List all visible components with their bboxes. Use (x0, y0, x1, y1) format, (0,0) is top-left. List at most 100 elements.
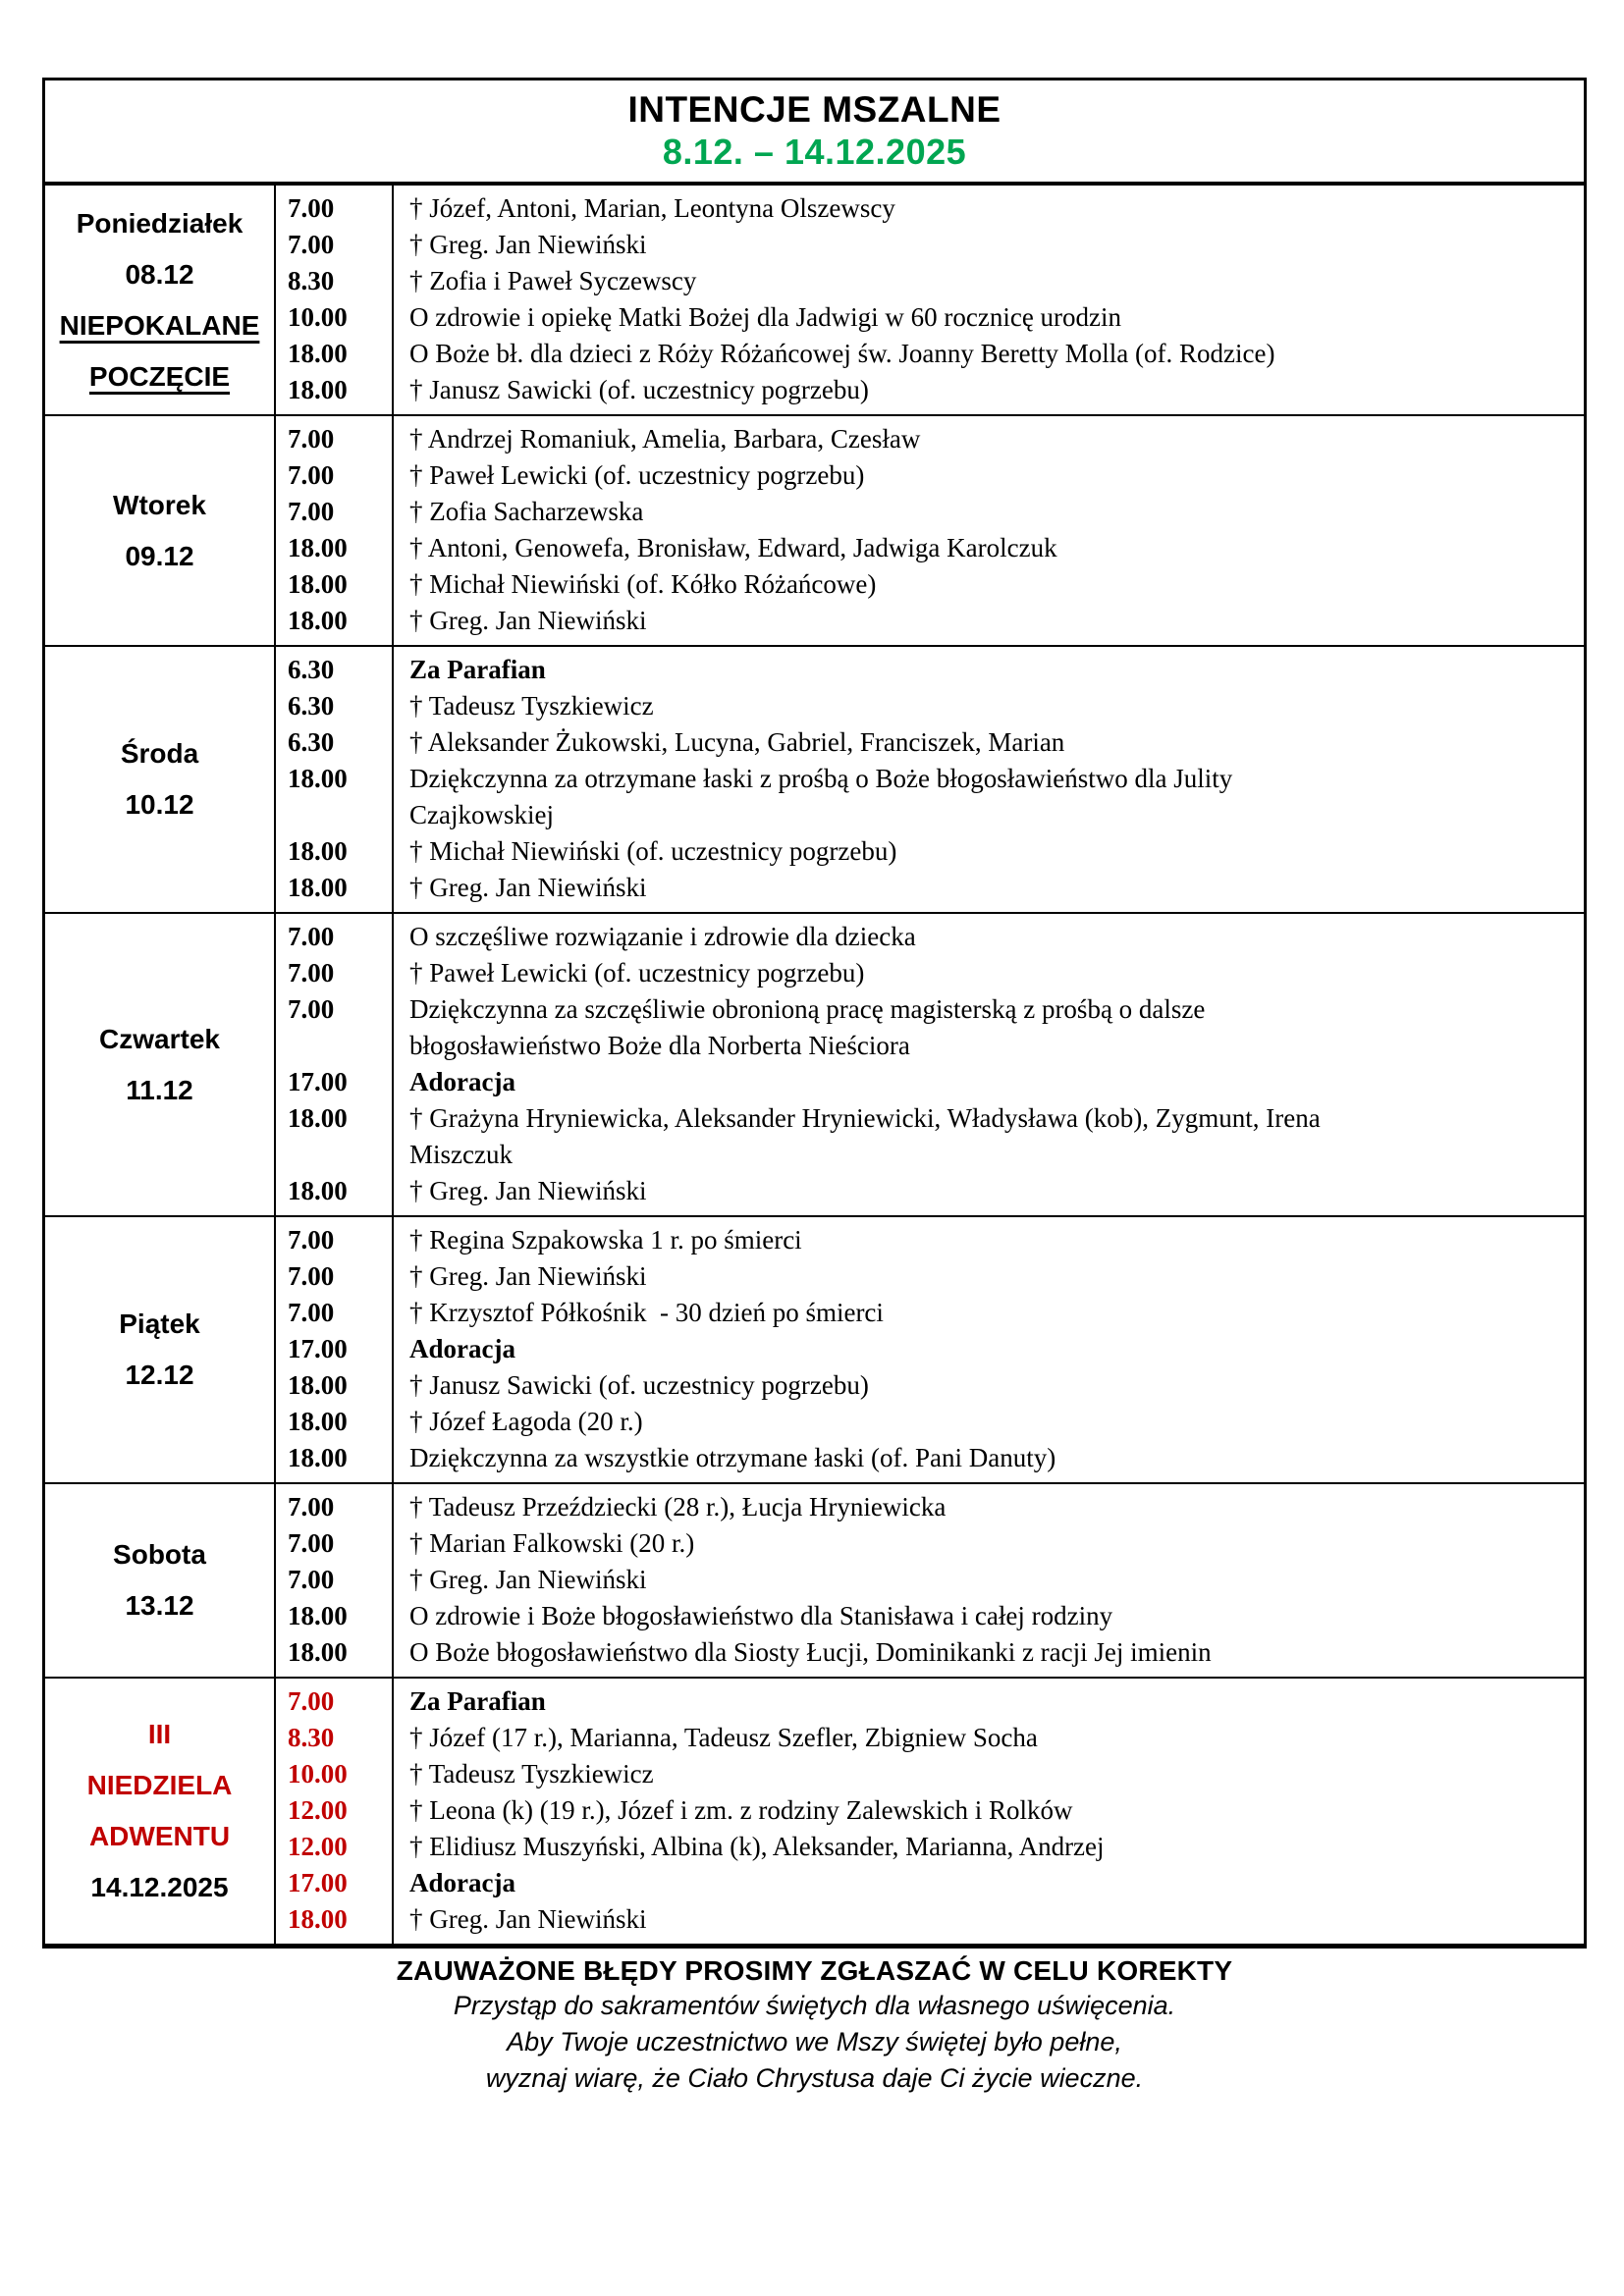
days-container: Poniedziałek 08.12 NIEPOKALANE POCZĘCIE 7.00… (45, 186, 1584, 1944)
mass-intention: † Andrzej Romaniuk, Amelia, Barbara, Cze… (409, 424, 921, 454)
mass-entry: 7.00 † Józef, Antoni, Marian, Leontyna Ol… (276, 190, 1584, 227)
mass-time: 10.00 (288, 302, 348, 332)
mass-time: 7.00 (288, 1492, 335, 1522)
mass-entry: 8.30 † Józef (17 r.), Marianna, Tadeusz S… (276, 1720, 1584, 1756)
mass-time: 7.00 (288, 460, 335, 490)
mass-intention: † Tadeusz Tyszkiewicz (409, 691, 654, 721)
mass-entry: 7.00 † Andrzej Romaniuk, Amelia, Barbara,… (276, 421, 1584, 457)
mass-intention: † Michał Niewiński (of. Kółko Różańcowe) (409, 569, 877, 599)
mass-intention: † Paweł Lewicki (of. uczestnicy pogrzebu… (409, 460, 865, 490)
day-label-line: Poniedziałek (76, 207, 244, 239)
mass-intention: † Elidiusz Muszyński, Albina (k), Aleksa… (409, 1832, 1105, 1861)
mass-entry: 7.00 † Greg. Jan Niewiński (276, 1258, 1584, 1295)
mass-entry: 18.00 † Antoni, Genowefa, Bronisław, Edwa… (276, 530, 1584, 566)
day-label-line: 12.12 (125, 1360, 194, 1390)
day-row: Środa 10.12 6.30 Za Parafian 6.30 † Tadeusz T… (45, 645, 1584, 912)
mass-entry: 8.30 † Zofia i Paweł Syczewscy (276, 263, 1584, 299)
mass-entry: 7.00 † Zofia Sacharzewska (276, 494, 1584, 530)
correction-notice: ZAUWAŻONE BŁĘDY PROSIMY ZGŁASZAĆ W CELU … (396, 1955, 1233, 1986)
mass-entry: 18.00 O Boże bł. dla dzieci z Róży Różańc… (276, 336, 1584, 372)
day-label: Poniedziałek 08.12 NIEPOKALANE POCZĘCIE (45, 186, 276, 414)
mass-entry: 6.30 † Tadeusz Tyszkiewicz (276, 688, 1584, 724)
mass-time: 18.00 (288, 1904, 348, 1934)
mass-intention: † Greg. Jan Niewiński (409, 1176, 647, 1205)
mass-intention: † Greg. Jan Niewiński (409, 230, 647, 259)
mass-entry: 18.00 O Boże błogosławieństwo dla Siosty … (276, 1634, 1584, 1671)
day-row: Piątek 12.12 7.00 † Regina Szpakowska 1 r. … (45, 1215, 1584, 1482)
day-label-line: NIEPOKALANE (59, 309, 260, 341)
mass-intention: † Aleksander Żukowski, Lucyna, Gabriel, … (409, 727, 1065, 757)
day-row: Poniedziałek 08.12 NIEPOKALANE POCZĘCIE 7.00… (45, 186, 1584, 414)
mass-intention: † Józef, Antoni, Marian, Leontyna Olszew… (409, 193, 895, 223)
day-label-line: 10.12 (125, 789, 194, 820)
mass-intention: † Greg. Jan Niewiński (409, 873, 647, 902)
mass-entry: 7.00 † Paweł Lewicki (of. uczestnicy pogr… (276, 955, 1584, 991)
mass-time: 18.00 (288, 1407, 348, 1436)
day-entries: 7.00 † Józef, Antoni, Marian, Leontyna Ol… (276, 186, 1584, 414)
day-label-line: 14.12.2025 (90, 1872, 229, 1902)
mass-intention: † Zofia i Paweł Syczewscy (409, 266, 697, 295)
day-row: Czwartek 11.12 7.00 O szczęśliwe rozwiązani… (45, 912, 1584, 1215)
mass-time: 7.00 (288, 1261, 335, 1291)
mass-time: 18.00 (288, 533, 348, 562)
day-label-line: Środa (120, 738, 199, 769)
mass-intention: † Krzysztof Półkośnik - 30 dzień po śmie… (409, 1298, 884, 1327)
mass-time: 7.00 (288, 230, 335, 259)
mass-entry: 7.00 Za Parafian (276, 1683, 1584, 1720)
day-label: Środa 10.12 (45, 647, 276, 912)
mass-intention: † Greg. Jan Niewiński (409, 1565, 647, 1594)
mass-entry: 18.00 † Greg. Jan Niewiński (276, 603, 1584, 639)
mass-entry: 18.00 † Greg. Jan Niewiński (276, 1173, 1584, 1209)
day-entries: 7.00 † Regina Szpakowska 1 r. po śmierci 7… (276, 1217, 1584, 1482)
day-label-line: 13.12 (125, 1590, 194, 1621)
day-label: III NIEDZIELA ADWENTU 14.12.2025 (45, 1679, 276, 1944)
mass-intention: † Greg. Jan Niewiński (409, 1904, 647, 1934)
day-entries: 7.00 O szczęśliwe rozwiązanie i zdrowie d… (276, 914, 1584, 1215)
date-range: 8.12. – 14.12.2025 (662, 132, 967, 172)
mass-intention: Dziękczynna za wszystkie otrzymane łaski… (409, 1443, 1056, 1472)
mass-entry: 7.00 O szczęśliwe rozwiązanie i zdrowie d… (276, 919, 1584, 955)
mass-entry: 18.00 † Michał Niewiński (of. uczestnicy … (276, 833, 1584, 870)
mass-intention: Adoracja (409, 1868, 515, 1897)
day-entries: 6.30 Za Parafian 6.30 † Tadeusz Tyszkiewicz… (276, 647, 1584, 912)
mass-entry: 10.00 O zdrowie i opiekę Matki Bożej dla … (276, 299, 1584, 336)
mass-entry: 6.30 † Aleksander Żukowski, Lucyna, Gabri… (276, 724, 1584, 761)
mass-entry: 17.00 Adoracja (276, 1331, 1584, 1367)
mass-entry: 18.00 Dziękczynna za wszystkie otrzymane … (276, 1440, 1584, 1476)
mass-time: 7.00 (288, 497, 335, 526)
mass-intention: † Janusz Sawicki (of. uczestnicy pogrzeb… (409, 375, 869, 404)
day-label: Czwartek 11.12 (45, 914, 276, 1215)
day-label-line: Czwartek (99, 1023, 220, 1054)
mass-entry: 18.00 † Greg. Jan Niewiński (276, 1901, 1584, 1938)
mass-time: 18.00 (288, 873, 348, 902)
mass-time: 18.00 (288, 339, 348, 368)
mass-entry: 18.00 † Janusz Sawicki (of. uczestnicy po… (276, 372, 1584, 408)
day-label: Sobota 13.12 (45, 1484, 276, 1677)
mass-entry: 7.00 † Greg. Jan Niewiński (276, 1562, 1584, 1598)
mass-entry: 7.00 † Krzysztof Półkośnik - 30 dzień po … (276, 1295, 1584, 1331)
mass-entry: 7.00 † Marian Falkowski (20 r.) (276, 1525, 1584, 1562)
mass-time: 18.00 (288, 1176, 348, 1205)
day-label-line: III (147, 1719, 172, 1749)
mass-time: 7.00 (288, 1528, 335, 1558)
mass-time: 7.00 (288, 994, 335, 1024)
mass-intention: Dziękczynna za otrzymane łaski z prośbą … (409, 764, 1233, 829)
day-label-line: 08.12 (125, 258, 194, 290)
mass-intention: † Greg. Jan Niewiński (409, 1261, 647, 1291)
mass-entry: 7.00 † Regina Szpakowska 1 r. po śmierci (276, 1222, 1584, 1258)
mass-time: 6.30 (288, 691, 335, 721)
mass-time: 18.00 (288, 1370, 348, 1400)
mass-intention: Adoracja (409, 1067, 515, 1096)
mass-entry: 6.30 Za Parafian (276, 652, 1584, 688)
day-label-line: POCZĘCIE (88, 360, 231, 392)
mass-time: 7.00 (288, 1686, 335, 1716)
mass-entry: 18.00 † Józef Łagoda (20 r.) (276, 1404, 1584, 1440)
mass-intention: O zdrowie i Boże błogosławieństwo dla St… (409, 1601, 1113, 1630)
mass-time: 7.00 (288, 1298, 335, 1327)
mass-intention: Dziękczynna za szczęśliwie obronioną pra… (409, 994, 1206, 1060)
day-label-line: 09.12 (125, 540, 194, 571)
table-header: INTENCJE MSZALNE 8.12. – 14.12.2025 (45, 80, 1584, 186)
mass-intention: † Antoni, Genowefa, Bronisław, Edward, J… (409, 533, 1057, 562)
mass-time: 10.00 (288, 1759, 348, 1789)
mass-intention: † Greg. Jan Niewiński (409, 606, 647, 635)
